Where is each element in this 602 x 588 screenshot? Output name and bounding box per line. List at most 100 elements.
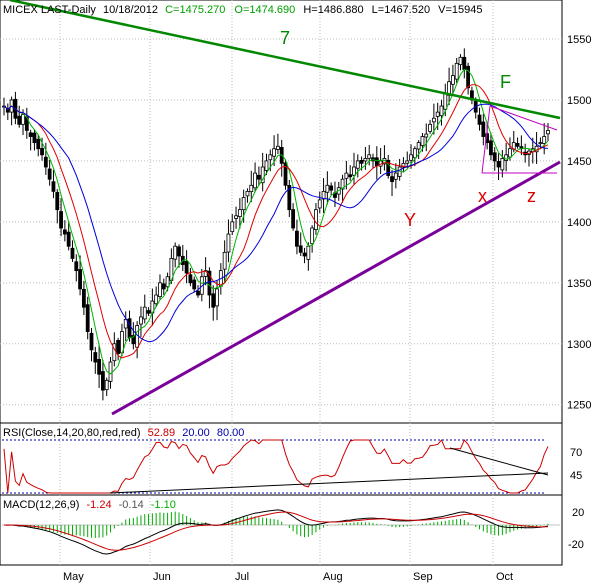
macd-tick-neg20: -20: [568, 539, 584, 551]
month-label: Jul: [235, 571, 249, 583]
rsi-trendline-2: [449, 447, 549, 476]
candle-body: [253, 172, 257, 189]
candle-body: [230, 221, 235, 233]
candle-body: [492, 152, 497, 162]
candle-body: [295, 230, 299, 247]
candle-body: [89, 332, 94, 351]
candle-body: [431, 117, 436, 123]
candle-body: [154, 294, 159, 305]
candle-body: [329, 185, 334, 191]
candle-body: [211, 293, 216, 308]
candle-body: [508, 148, 512, 158]
candle-body: [450, 75, 455, 85]
price-tick-label: 1350: [567, 278, 591, 290]
month-label: Sep: [413, 571, 433, 583]
candle-body: [314, 209, 318, 230]
candle-body: [401, 162, 406, 168]
candle-body: [481, 121, 486, 137]
candle-body: [340, 178, 345, 190]
month-label: May: [63, 571, 84, 583]
candle-body: [466, 65, 471, 89]
macd-value: -1.24: [86, 499, 111, 511]
month-label: Oct: [496, 571, 513, 583]
candle-body: [386, 159, 391, 176]
header-date: 10/18/2012: [103, 4, 158, 16]
candle-body: [108, 361, 113, 382]
rsi-tick-45: 45: [570, 470, 582, 482]
rsi-tick-70: 70: [570, 447, 582, 459]
rsi-upper: 80.00: [217, 427, 245, 439]
triangle-upper: [489, 105, 558, 131]
candle-body: [256, 174, 261, 180]
candle-body: [355, 160, 360, 169]
candle-body: [184, 260, 189, 274]
annotation-y: Y: [404, 210, 416, 230]
candle-body: [302, 252, 307, 257]
annotation-f: F: [500, 72, 511, 92]
candle-body: [458, 56, 463, 66]
candle-body: [416, 142, 421, 150]
candle-body: [142, 306, 147, 320]
candle-body: [325, 184, 330, 193]
candle-body: [62, 229, 67, 235]
candle-body: [344, 172, 349, 179]
candle-body: [74, 261, 79, 272]
svg-text:RSI(Close,14,20,80,red,red): RSI(Close,14,20,80,red,red) 52.89 20.00 …: [3, 427, 244, 439]
ma-mid-line: [3, 84, 549, 359]
ma-slow-line: [3, 103, 549, 343]
candle-body: [139, 316, 143, 325]
annotation-7: 7: [280, 28, 290, 48]
candle-body: [504, 154, 509, 161]
macd-label: MACD(12,26,9): [3, 499, 79, 511]
candle-body: [127, 318, 132, 339]
candle-body: [40, 147, 44, 156]
candle-body: [496, 161, 501, 168]
header-close: C=1475.270: [165, 4, 225, 16]
candle-body: [310, 227, 315, 245]
candle-body: [226, 233, 231, 253]
candle-body: [317, 199, 322, 209]
price-axis: 1250 1300 1350 1400 1450 1500 1550: [567, 34, 591, 412]
candle-body: [241, 197, 246, 211]
candle-body: [435, 111, 440, 117]
candle-body: [515, 142, 520, 147]
candle-body: [424, 133, 429, 138]
svg-text:MICEX LAST-Daily 10/18/201: MICEX LAST-Daily 10/18/2012 C=1475.270 O…: [3, 4, 483, 16]
candle-body: [104, 379, 109, 391]
candle-body: [101, 371, 105, 391]
candle-body: [500, 158, 505, 171]
rsi-line: [3, 439, 549, 494]
candle-body: [390, 176, 394, 183]
header-volume: V=15945: [438, 4, 482, 16]
candle-body: [367, 154, 372, 159]
candle-body: [93, 352, 98, 363]
candle-body: [21, 114, 25, 125]
candle-body: [36, 138, 41, 150]
candle-body: [146, 310, 151, 314]
candle-body: [43, 156, 48, 168]
candle-body: [188, 274, 193, 284]
candle-body: [439, 105, 444, 117]
candle-body: [131, 335, 136, 345]
candle-body: [234, 215, 238, 219]
purple-trendline: [111, 160, 561, 416]
annotation-z: z: [527, 186, 536, 206]
candle-body: [28, 132, 33, 137]
macd-panel: [0, 494, 563, 566]
candle-body: [249, 184, 254, 193]
header-high: H=1486.880: [303, 4, 363, 16]
price-tick-label: 1450: [567, 156, 591, 168]
candle-body: [542, 136, 547, 144]
candle-body: [165, 276, 170, 288]
candle-body: [489, 140, 493, 156]
macd-hist-value: -1.10: [151, 499, 176, 511]
rsi-value: 52.89: [148, 427, 176, 439]
macd-signal-value: -0.14: [119, 499, 144, 511]
candle-body: [215, 288, 219, 307]
green-trendline-7: [9, 0, 561, 120]
candle-body: [420, 136, 425, 146]
price-tick-label: 1500: [567, 95, 591, 107]
candle-body: [66, 231, 71, 247]
candle-body: [412, 148, 417, 159]
candle-body: [268, 154, 273, 161]
